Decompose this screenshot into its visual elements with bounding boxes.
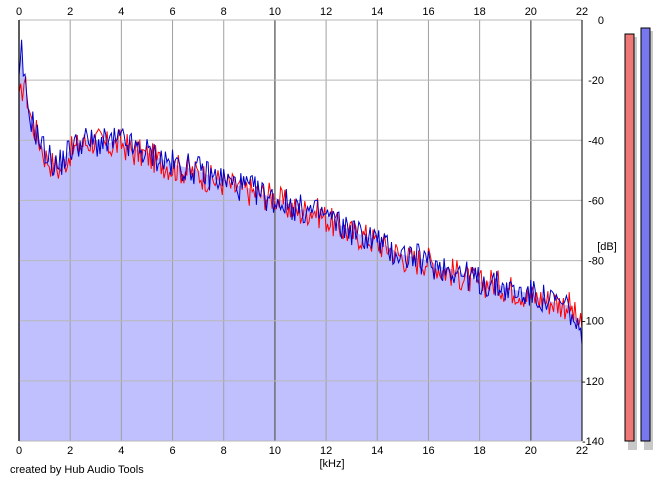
meter-bar-right-channel: [640, 27, 651, 442]
series-line-blue: [18, 39, 583, 345]
y-tick-label: 0: [598, 15, 604, 27]
credit-text: created by Hub Audio Tools: [10, 464, 144, 476]
x-axis-title: [kHz]: [319, 458, 344, 470]
spectrum-fill: [19, 53, 582, 441]
x-tick-label: 20: [525, 445, 537, 457]
x-tick-label: 4: [118, 6, 124, 18]
meter-bar-left-channel: [624, 33, 635, 442]
x-tick-label: 12: [320, 6, 332, 18]
x-tick-label: 6: [169, 445, 175, 457]
x-tick-label: 2: [67, 445, 73, 457]
x-tick-label: 6: [169, 6, 175, 18]
x-tick-labels-bottom: 0 2 4 6 8 10 12 14 16 18 20 22: [16, 445, 588, 457]
x-tick-label: 10: [269, 445, 281, 457]
x-tick-label: 14: [371, 6, 383, 18]
x-tick-label: 22: [576, 445, 588, 457]
x-tick-label: 0: [16, 445, 22, 457]
x-tick-label: 16: [422, 6, 434, 18]
x-tick-label: 10: [269, 6, 281, 18]
x-tick-label: 18: [474, 6, 486, 18]
y-tick-label: -60: [588, 195, 604, 207]
y-tick-label: -140: [582, 436, 604, 448]
x-tick-label: 4: [118, 445, 124, 457]
y-tick-labels: 0 -20 -40 -60 -80 -100 -120 -140: [582, 15, 604, 448]
x-tick-label: 8: [221, 445, 227, 457]
y-tick-label: -100: [582, 316, 604, 328]
x-tick-label: 0: [16, 6, 22, 18]
y-tick-label: -20: [588, 75, 604, 87]
x-tick-label: 14: [371, 445, 383, 457]
grid: [18, 19, 583, 442]
x-tick-label: 18: [474, 445, 486, 457]
x-tick-label: 20: [525, 6, 537, 18]
x-tick-label: 2: [67, 6, 73, 18]
x-tick-label: 8: [221, 6, 227, 18]
y-axis-title: [dB]: [597, 241, 617, 253]
y-tick-label: -40: [588, 135, 604, 147]
y-tick-label: -80: [588, 256, 604, 268]
x-tick-labels-top: 0 2 4 6 8 10 12 14 16 18 20 22: [16, 6, 588, 18]
x-tick-label: 22: [576, 6, 588, 18]
x-tick-label: 12: [320, 445, 332, 457]
y-tick-label: -120: [582, 376, 604, 388]
x-tick-label: 16: [422, 445, 434, 457]
